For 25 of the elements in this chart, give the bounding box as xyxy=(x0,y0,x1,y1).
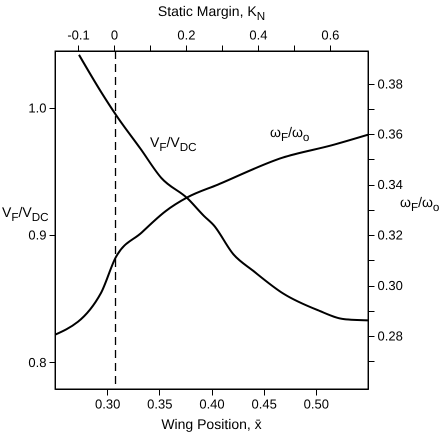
y2-axis-title: ω$_{F}$/ω$_{o}$ xyxy=(400,194,440,215)
y2-tick-label: 0.30 xyxy=(378,278,403,294)
series-label: ω$_{F}$/ω$_{o}$ xyxy=(270,124,310,145)
y-tick-label: 1.0 xyxy=(28,100,46,116)
x-tick-label: 0.45 xyxy=(252,396,277,412)
y-tick-label: 0.8 xyxy=(28,354,46,370)
y2-tick-label: 0.28 xyxy=(378,328,403,344)
y-axis-title: V$_{F}$/V$_{DC}$ xyxy=(2,204,49,225)
x-tick-label: 0.35 xyxy=(147,396,172,412)
x2-tick-label: 0.6 xyxy=(321,28,340,42)
x2-tick-label: 0.2 xyxy=(177,28,196,42)
x2-axis-title: Static Margin, K$_{N}$ xyxy=(156,3,266,24)
y2-tick-label: 0.38 xyxy=(378,76,403,92)
x-tick-label: 0.50 xyxy=(304,396,329,412)
series-label: V$_{F}$/V$_{DC}$ xyxy=(150,134,197,155)
y2-tick-label: 0.34 xyxy=(378,177,403,192)
x2-tick-label: 0 xyxy=(110,28,118,42)
y-tick-label: 0.9 xyxy=(28,228,46,243)
x-tick-label: 0.40 xyxy=(199,396,225,412)
y2-tick-label: 0.32 xyxy=(378,228,403,243)
y2-tick-label: 0.36 xyxy=(378,126,403,142)
x2-tick-label: -0.1 xyxy=(67,28,90,42)
x-axis-title: Wing Position, x̄ xyxy=(160,416,263,432)
x2-tick-label: 0.4 xyxy=(249,28,268,42)
x-tick-label: 0.30 xyxy=(95,396,120,412)
